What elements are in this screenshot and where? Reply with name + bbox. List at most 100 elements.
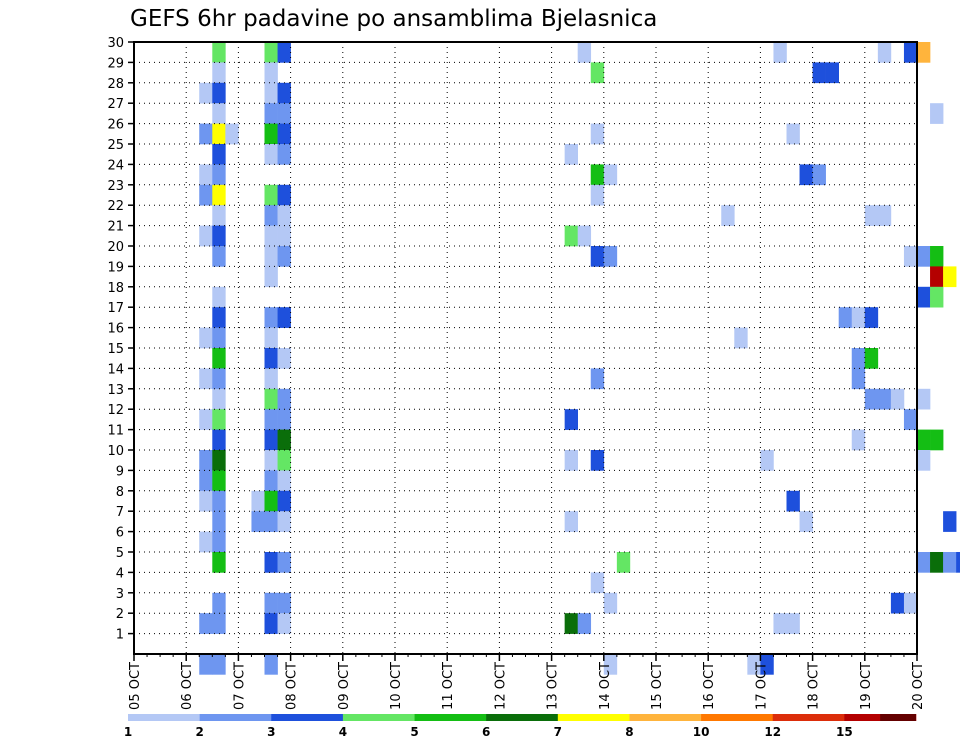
heatmap-cell	[212, 490, 226, 512]
y-tick-label: 24	[107, 158, 124, 173]
heatmap-cell	[590, 450, 605, 471]
heatmap-cell	[199, 450, 213, 471]
heatmap-cell	[264, 184, 278, 206]
y-tick-label: 30	[107, 36, 124, 51]
heatmap-cell	[277, 388, 291, 410]
heatmap-cell	[277, 246, 291, 267]
heatmap-cell	[212, 348, 226, 369]
heatmap-cell	[264, 82, 278, 104]
y-tick-label: 6	[116, 526, 124, 541]
heatmap-cell	[199, 654, 213, 675]
heatmap-cell	[734, 327, 748, 349]
heatmap-cell	[277, 450, 291, 471]
heatmap-cell	[199, 225, 213, 247]
heatmap-cell	[277, 103, 291, 124]
heatmap-cell	[264, 654, 278, 675]
x-tick-label: 05 OCT	[128, 662, 143, 710]
heatmap-cell	[212, 654, 226, 675]
legend-swatch	[486, 714, 559, 721]
heatmap-cell	[851, 348, 866, 369]
heatmap-cell	[264, 429, 278, 451]
x-tick-label: 09 OCT	[337, 662, 352, 710]
heatmap-cell	[917, 552, 931, 573]
heatmap-cell	[264, 42, 278, 63]
color-legend: 1 2 3 4 5 6 7 8 10 12 15	[124, 714, 917, 739]
y-tick-label: 9	[116, 464, 124, 479]
heatmap-cell	[773, 613, 787, 634]
heatmap-cell	[864, 205, 879, 226]
heatmap-cell	[264, 490, 278, 512]
heatmap-cell	[277, 307, 291, 328]
legend-swatch	[414, 714, 487, 721]
heatmap-cell	[277, 184, 291, 206]
heatmap-cell	[212, 62, 226, 84]
heatmap-cell	[277, 123, 291, 145]
heatmap-cell	[212, 103, 226, 124]
heatmap-cell	[277, 205, 291, 226]
legend-swatch	[271, 714, 344, 721]
heatmap-cell	[564, 144, 578, 165]
heatmap-cell	[277, 552, 291, 573]
heatmap-cell	[930, 552, 944, 573]
heatmap-cell	[917, 246, 931, 267]
y-tick-label: 18	[107, 281, 124, 296]
heatmap-cell	[277, 613, 291, 634]
heatmap-cell	[264, 266, 278, 288]
heatmap-cell	[577, 225, 592, 247]
heatmap-cell	[212, 123, 226, 145]
heatmap-cell	[825, 62, 839, 84]
heatmap-cell	[264, 613, 278, 634]
heatmap-cell	[212, 470, 226, 492]
heatmap-cell	[212, 42, 226, 63]
heatmap-cell	[212, 205, 226, 226]
heatmap-cell	[199, 613, 213, 634]
legend-swatch	[880, 714, 916, 721]
x-tick-label: 18 OCT	[807, 662, 822, 710]
legend-label: 4	[339, 725, 347, 739]
heatmap-cell	[577, 42, 592, 63]
heatmap-cell	[264, 592, 278, 614]
legend-label: 1	[124, 725, 132, 739]
heatmap-cell	[590, 246, 605, 267]
y-tick-label: 7	[116, 505, 124, 520]
heatmap-cell	[212, 592, 226, 614]
legend-label: 5	[410, 725, 418, 739]
heatmap-cell	[264, 368, 278, 390]
heatmap-cell	[212, 307, 226, 328]
heatmap-cell	[603, 654, 618, 675]
heatmap-cell	[264, 103, 278, 124]
heatmap-cell	[212, 429, 226, 451]
heatmap-cell	[277, 470, 291, 492]
heatmap-cell	[930, 429, 944, 451]
heatmap-cell	[212, 164, 226, 186]
y-tick-label: 3	[116, 587, 124, 602]
heatmap-cell	[264, 205, 278, 226]
heatmap-cell	[564, 409, 578, 430]
heatmap-cell	[943, 552, 957, 573]
heatmap-cell	[199, 409, 213, 430]
heatmap-cell	[838, 307, 853, 328]
heatmap-cell	[577, 613, 592, 634]
heatmap-cell	[590, 184, 605, 206]
y-tick-label: 15	[107, 342, 124, 357]
y-tick-label: 11	[107, 424, 124, 439]
heatmap-cell	[786, 123, 800, 145]
y-tick-label: 13	[107, 383, 124, 398]
heatmap-cell	[747, 654, 761, 675]
heatmap-cell	[603, 164, 618, 186]
heatmap-cell	[877, 388, 892, 410]
heatmap-cell	[851, 429, 866, 451]
x-tick-label: 07 OCT	[232, 662, 247, 710]
legend-label: 7	[554, 725, 562, 739]
legend-swatch	[342, 714, 415, 721]
heatmap-cell	[590, 164, 605, 186]
y-tick-label: 8	[116, 485, 124, 500]
x-tick-label: 13 OCT	[546, 662, 561, 710]
heatmap-cell	[277, 225, 291, 247]
heatmap-cell	[199, 123, 213, 145]
heatmap-cell	[225, 123, 239, 145]
heatmap-cell	[603, 246, 618, 267]
heatmap-cell	[930, 246, 944, 267]
heatmap-cell	[212, 286, 226, 308]
